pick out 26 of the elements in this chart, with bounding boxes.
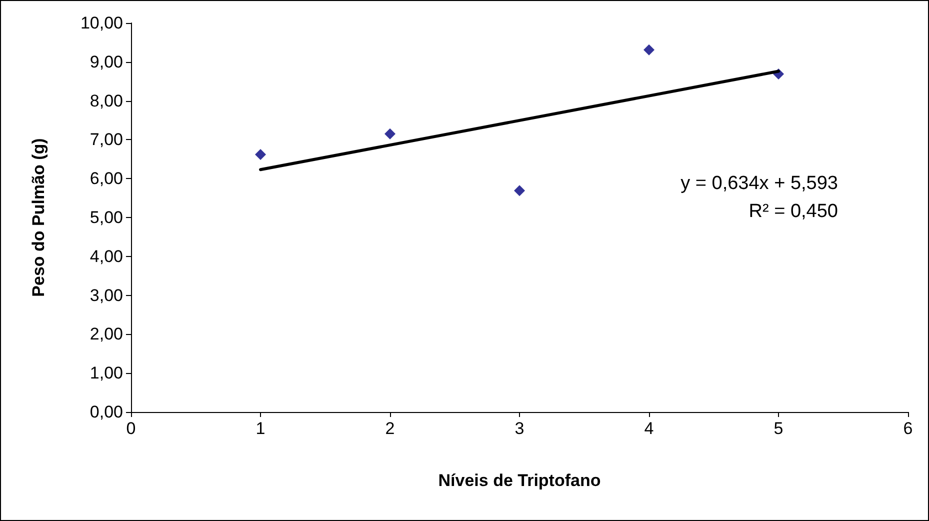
y-tick-label: 9,00 <box>90 52 123 72</box>
x-tick-label: 3 <box>514 419 524 438</box>
point <box>644 44 654 56</box>
annotation: R² = 0,450 <box>748 201 838 222</box>
x-tick-label: 5 <box>774 419 784 438</box>
x-axis-title: Níveis de Triptofano <box>438 471 601 490</box>
annotation: y = 0,634x + 5,593 <box>680 173 838 194</box>
point <box>255 148 266 160</box>
x-tick-label: 4 <box>644 419 654 438</box>
y-tick-label: 7,00 <box>90 130 123 150</box>
x-tick-label: 6 <box>903 419 913 438</box>
y-tick-label: 5,00 <box>90 208 123 227</box>
y-tick-label: 3,00 <box>90 286 123 305</box>
y-tick-label: 2,00 <box>90 324 123 344</box>
y-tick-label: 10,00 <box>80 14 123 32</box>
x-tick-label: 2 <box>385 419 395 438</box>
y-tick-label: 1,00 <box>90 364 123 383</box>
x-tick-label: 1 <box>256 419 266 438</box>
y-tick-label: 8,00 <box>90 91 123 110</box>
x-tick-label: 0 <box>126 419 136 438</box>
y-tick-label: 6,00 <box>90 169 123 188</box>
y-tick-label: 0,00 <box>90 402 123 422</box>
y-tick-label: 4,00 <box>90 246 123 266</box>
point <box>514 185 525 196</box>
y-axis-title: Peso do Pulmão (g) <box>29 138 48 297</box>
point <box>384 128 396 140</box>
